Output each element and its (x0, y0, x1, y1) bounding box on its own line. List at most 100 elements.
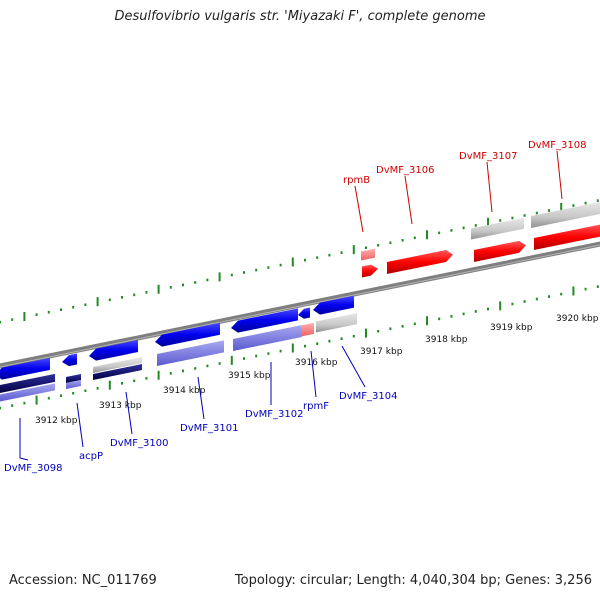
leader-line-DvMF_3104 (341, 345, 366, 388)
lower-minor-tick (511, 302, 514, 306)
gene-DvMF_3098-product (0, 373, 55, 393)
upper-minor-tick (340, 251, 343, 254)
upper-minor-tick (596, 199, 599, 202)
gene-acpP-product (66, 373, 81, 383)
gene-rpmB-bar (362, 264, 378, 278)
upper-minor-tick (389, 241, 392, 245)
upper-minor-tick (535, 211, 538, 215)
lower-minor-tick (548, 295, 550, 298)
leader-line-DvMF_3101 (197, 376, 205, 420)
lower-minor-tick (23, 401, 26, 405)
gene-DvMF_3108-bar (534, 224, 600, 250)
upper-minor-tick (108, 298, 111, 302)
lower-minor-tick (218, 362, 221, 365)
tick-marks: 3912 kbp 3913 kbp 3914 kbp 3915 kbp 3916 kbp… (0, 199, 599, 426)
lower-minor-tick (194, 367, 197, 370)
scale-label: 3917 kbp (360, 347, 403, 357)
upper-minor-tick (438, 231, 441, 235)
upper-minor-tick (72, 305, 75, 309)
gene-DvMF_3102-product (233, 324, 302, 351)
gene-DvMF_3100-bar (89, 340, 138, 361)
genome-backbone (0, 241, 600, 369)
upper-minor-tick (450, 229, 453, 232)
upper-minor-tick (182, 283, 184, 287)
upper-minor-tick (230, 273, 233, 277)
lower-minor-tick (96, 386, 99, 390)
upper-minor-tick (474, 224, 477, 227)
scale-label: 3914 kbp (163, 386, 206, 396)
upper-minor-tick (548, 209, 550, 212)
upper-minor-tick (328, 253, 331, 257)
gene-DvMF_3100-product-2 (93, 364, 142, 380)
lower-minor-tick (145, 377, 148, 380)
upper-minor-tick (365, 246, 367, 250)
upper-minor-tick (121, 296, 123, 299)
scale-label: 3916 kbp (295, 358, 338, 368)
lower-minor-tick (206, 364, 209, 368)
gene-rpmF-product (301, 322, 314, 337)
gene-label-DvMF_3102: DvMF_3102 (245, 409, 303, 420)
gene-label-DvMF_3108: DvMF_3108 (528, 140, 586, 151)
gene-labels: rpmB DvMF_3106 DvMF_3107 DvMF_3108 DvMF_3098… (4, 140, 586, 474)
gene-DvMF_3101-product (157, 340, 224, 366)
scale-label: 3919 kbp (490, 323, 533, 333)
leader-line-acpP (76, 402, 84, 448)
gene-acpP-product-2 (66, 379, 81, 389)
gene-label-rpmB: rpmB (343, 175, 370, 186)
lower-minor-tick (0, 406, 1, 410)
gene-DvMF_3100-product (93, 357, 142, 373)
lower-minor-tick (596, 285, 599, 288)
genome-title: Desulfovibrio vulgaris str. 'Miyazaki F'… (114, 9, 486, 24)
lower-minor-tick (169, 372, 172, 375)
upper-minor-tick (511, 216, 514, 220)
lower-minor-tick (47, 396, 50, 400)
lower-minor-tick (133, 379, 136, 383)
gene-DvMF_3104-product (316, 313, 357, 333)
gene-rpmB-product (361, 248, 375, 261)
lower-minor-tick (72, 391, 75, 395)
lower-minor-tick (267, 352, 270, 355)
lower-minor-tick (584, 287, 587, 291)
lower-minor-tick (401, 324, 404, 328)
accession-text: Accession: NC_011769 (9, 573, 157, 588)
upper-minor-tick (499, 219, 502, 222)
leader-line-DvMF_3108 (556, 150, 563, 200)
leader-line-rpmB (354, 185, 364, 233)
lower-minor-tick (413, 322, 416, 326)
lower-minor-tick (389, 327, 392, 331)
lower-minor-tick (304, 344, 306, 348)
gene-label-DvMF_3100: DvMF_3100 (110, 438, 168, 449)
lower-minor-tick (121, 382, 123, 385)
upper-minor-tick (243, 271, 245, 274)
gene-label-rpmF: rpmF (303, 401, 329, 412)
gene-rpmF-bar (298, 307, 310, 319)
upper-minor-tick (462, 226, 465, 230)
lower-minor-tick (523, 300, 526, 303)
genome-summary-text: Topology: circular; Length: 4,040,304 bp… (234, 573, 592, 588)
upper-minor-tick (255, 268, 258, 272)
gene-label-DvMF_3106: DvMF_3106 (376, 165, 434, 176)
upper-minor-tick (304, 258, 306, 262)
gene-DvMF_3098-bar (0, 357, 50, 380)
gene-DvMF_3108-product (531, 201, 600, 228)
gene-label-DvMF_3101: DvMF_3101 (180, 423, 238, 434)
lower-minor-tick (462, 312, 465, 316)
gene-DvMF_3101-bar (155, 322, 220, 347)
upper-minor-tick (133, 293, 136, 297)
lower-minor-tick (279, 349, 282, 353)
lower-minor-tick (243, 357, 245, 360)
upper-minor-tick (267, 266, 270, 269)
gene-label-DvMF_3107: DvMF_3107 (459, 151, 517, 162)
upper-minor-tick (47, 310, 50, 314)
leader-line-DvMF_3106 (404, 175, 413, 225)
upper-minor-tick (413, 236, 416, 240)
upper-minor-tick (401, 238, 404, 242)
gene-label-DvMF_3098: DvMF_3098 (4, 463, 62, 474)
scale-label: 3913 kbp (99, 401, 142, 411)
upper-minor-tick (84, 303, 87, 307)
lower-minor-tick (450, 315, 453, 318)
upper-minor-tick (194, 281, 197, 284)
upper-minor-tick (0, 320, 1, 324)
